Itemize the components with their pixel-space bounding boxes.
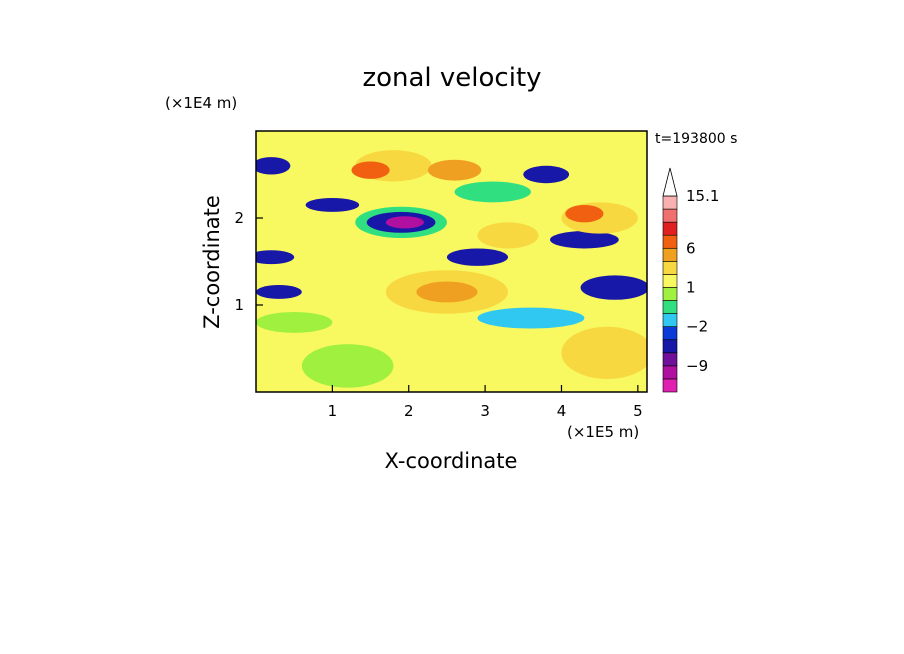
y-axis-label: Z-coordinate <box>200 195 224 329</box>
velocity-contour-2 <box>427 159 482 181</box>
colorbar-label: −2 <box>686 318 708 336</box>
colorbar-label: 1 <box>686 278 696 296</box>
time-label: t=193800 s <box>655 131 737 147</box>
colorbar-swatch <box>662 365 678 380</box>
x-tick-label: 5 <box>633 402 643 420</box>
velocity-contour-12 <box>256 250 295 265</box>
colorbar-extend-arrow <box>662 167 678 197</box>
colorbar-swatch <box>662 378 678 393</box>
velocity-contour-1 <box>351 161 390 179</box>
colorbar-swatch <box>662 261 678 275</box>
colorbar-swatch <box>662 195 678 210</box>
colorbar-label: 15.1 <box>686 187 719 205</box>
chart-title: zonal velocity <box>362 63 541 93</box>
colorbar-swatch <box>662 221 678 236</box>
y-axis-unit: (×1E4 m) <box>165 94 237 112</box>
plot-frame <box>255 130 648 393</box>
colorbar-swatch <box>662 300 678 314</box>
velocity-contour-18 <box>561 326 647 379</box>
velocity-contour-14 <box>416 281 478 303</box>
velocity-contour-21 <box>256 311 333 333</box>
colorbar-label: 6 <box>686 239 696 257</box>
x-axis-label: X-coordinate <box>385 449 518 473</box>
colorbar-swatch <box>662 339 678 354</box>
x-tick-label: 1 <box>328 402 338 420</box>
velocity-contour-10 <box>580 275 647 300</box>
colorbar-swatch <box>662 274 678 288</box>
velocity-contour-8 <box>446 248 509 266</box>
velocity-contour-22 <box>523 165 570 184</box>
colorbar-swatch <box>662 287 678 301</box>
x-tick-label: 4 <box>557 402 567 420</box>
colorbar-swatch <box>662 234 678 249</box>
velocity-contour-6 <box>305 197 360 212</box>
x-tick-label: 2 <box>404 402 414 420</box>
plot-area: 1 2 3 4 5 1 2 <box>234 130 648 420</box>
x-axis-unit: (×1E5 m) <box>567 423 639 441</box>
velocity-contour-5 <box>385 216 425 229</box>
velocity-contour-20 <box>477 307 585 329</box>
x-tick-label: 3 <box>480 402 490 420</box>
velocity-contour-23 <box>454 181 531 203</box>
colorbar-swatch <box>662 352 678 367</box>
velocity-contour-16 <box>565 204 604 223</box>
y-tick-label: 1 <box>234 296 244 314</box>
y-tick-label: 2 <box>234 209 244 227</box>
colorbar: 15.1 6 1 −2 −9 <box>662 167 719 393</box>
colorbar-swatch <box>662 326 678 341</box>
colorbar-label: −9 <box>686 357 708 375</box>
velocity-contour-11 <box>256 284 302 299</box>
colorbar-swatch <box>662 313 678 327</box>
velocity-contour-9 <box>550 231 619 249</box>
colorbar-swatch <box>662 247 678 262</box>
colorbar-swatch <box>662 208 678 223</box>
velocity-contour-7 <box>256 157 291 175</box>
velocity-contour-17 <box>477 222 539 249</box>
velocity-contour-19 <box>301 344 394 388</box>
